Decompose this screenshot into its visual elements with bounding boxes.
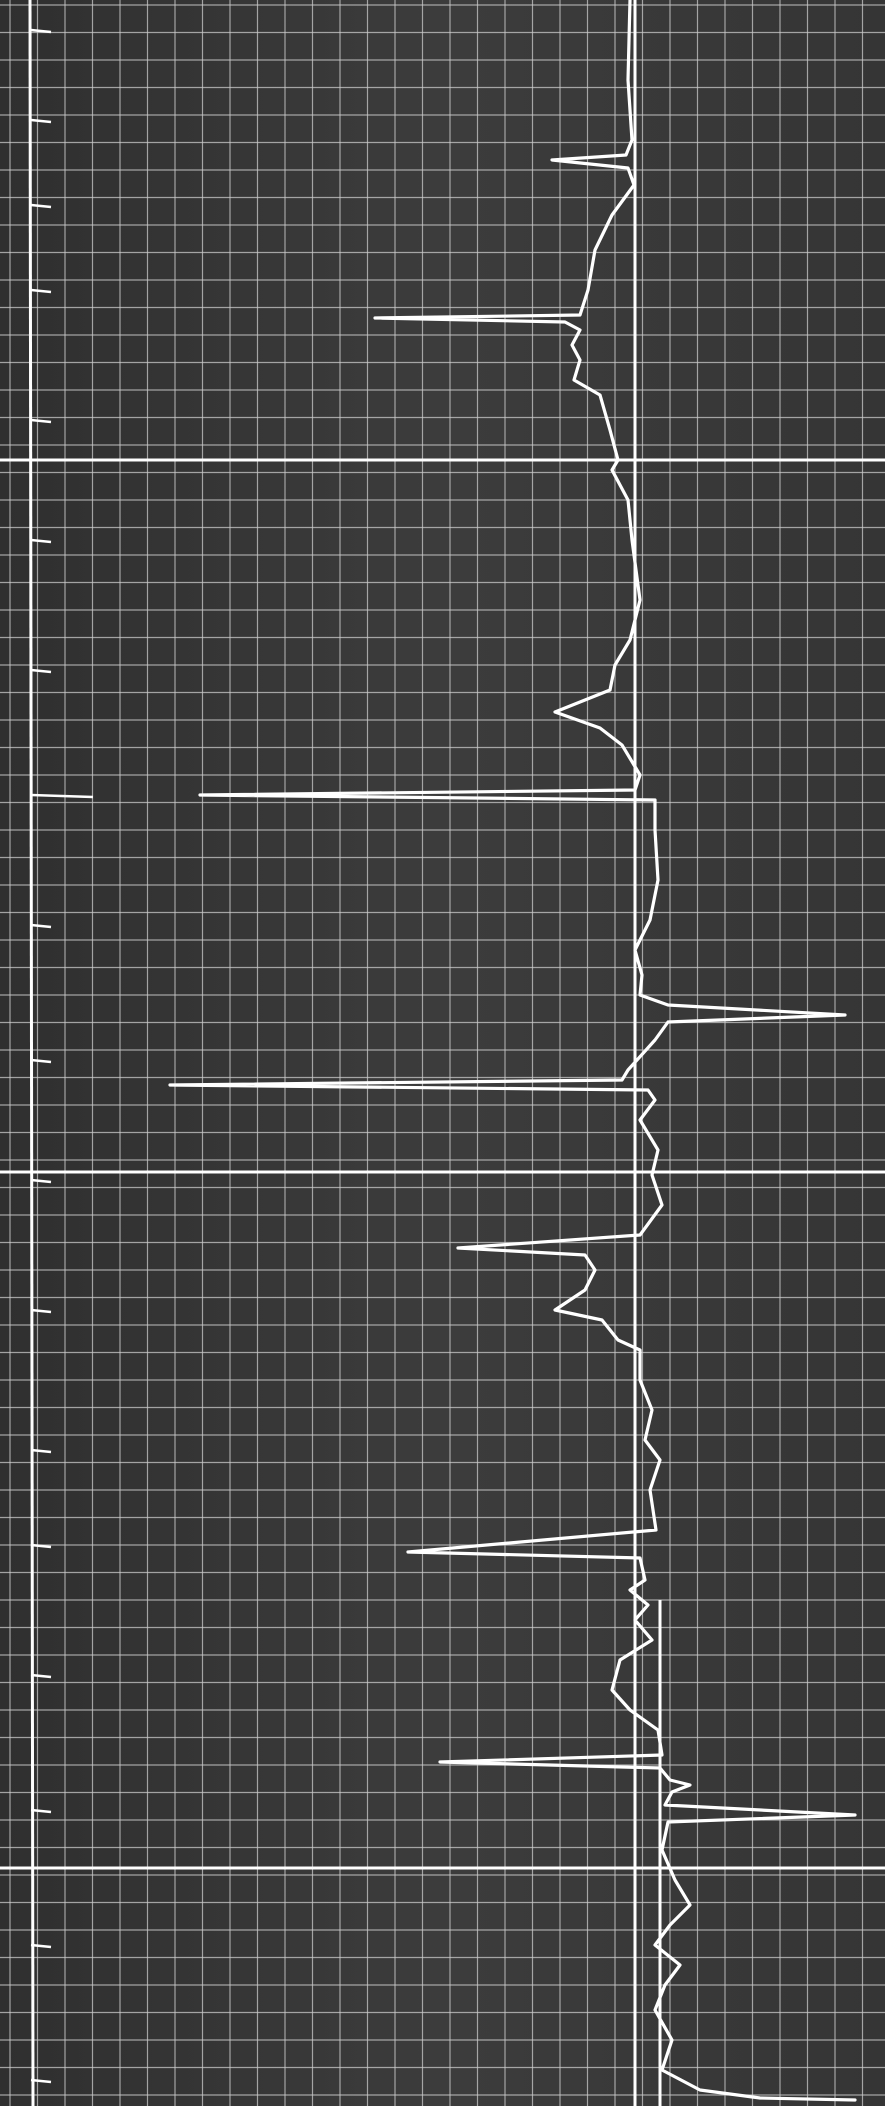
marker-tick	[30, 793, 94, 799]
marker-tick	[30, 2078, 52, 2084]
marker-tick	[30, 118, 52, 124]
marker-tick	[30, 1058, 52, 1064]
marker-tick	[30, 1178, 52, 1184]
marker-tick	[30, 203, 52, 209]
marker-ticks	[28, 0, 94, 2106]
ecg-trace	[168, 0, 857, 2102]
marker-tick	[30, 418, 52, 424]
marker-tick	[30, 1308, 52, 1314]
marker-tick	[30, 1943, 52, 1949]
marker-tick	[28, 0, 35, 2106]
marker-tick	[30, 923, 52, 929]
marker-tick	[30, 538, 52, 544]
marker-tick	[30, 288, 52, 294]
marker-tick	[30, 1673, 52, 1679]
marker-tick	[30, 1543, 52, 1549]
marker-tick	[30, 668, 52, 674]
marker-tick	[30, 28, 52, 34]
marker-tick	[30, 1448, 52, 1454]
marker-tick	[30, 1808, 52, 1814]
